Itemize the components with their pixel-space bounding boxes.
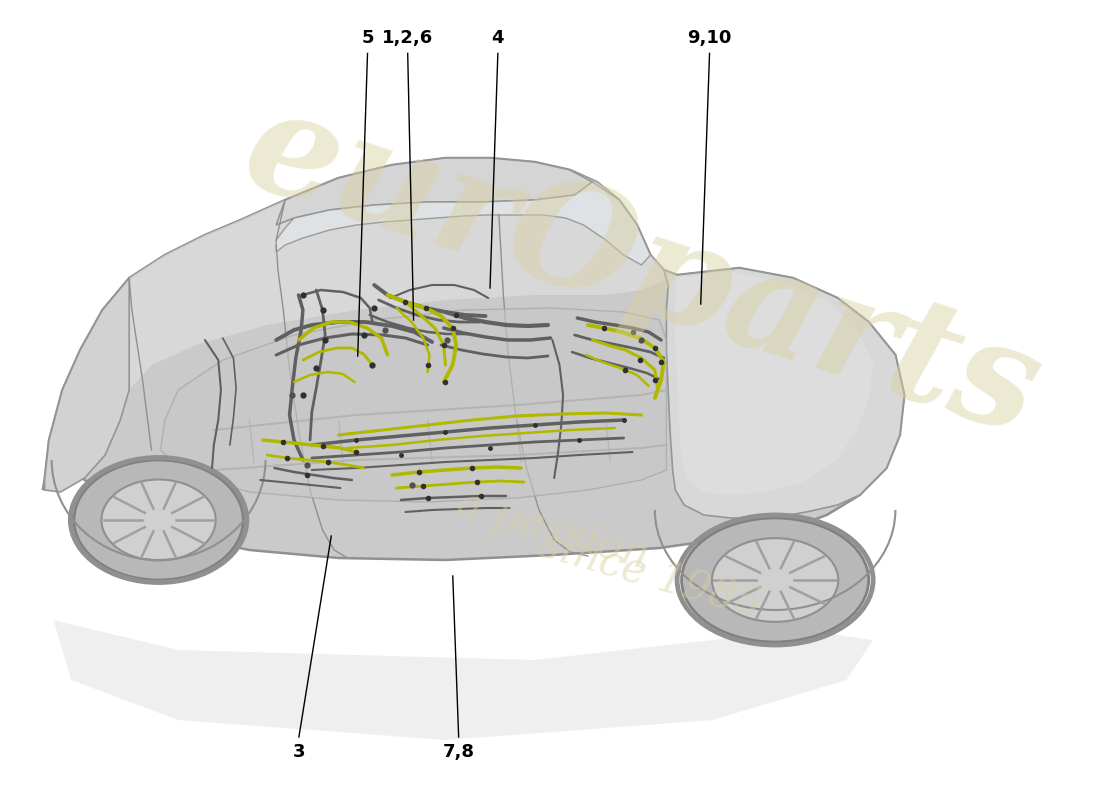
Ellipse shape <box>74 460 243 580</box>
Polygon shape <box>129 158 678 390</box>
Polygon shape <box>276 158 593 225</box>
Ellipse shape <box>101 479 216 561</box>
Polygon shape <box>54 620 873 740</box>
Text: 3: 3 <box>293 743 305 761</box>
Text: 1,2,6: 1,2,6 <box>382 30 433 47</box>
Text: since 1985: since 1985 <box>535 523 766 626</box>
Ellipse shape <box>682 518 869 642</box>
Polygon shape <box>161 308 667 502</box>
Polygon shape <box>675 272 873 495</box>
Polygon shape <box>43 158 904 560</box>
Ellipse shape <box>712 538 838 622</box>
Text: 5: 5 <box>361 30 374 47</box>
Polygon shape <box>276 182 650 265</box>
Text: a passion: a passion <box>452 482 653 578</box>
Text: 4: 4 <box>492 30 504 47</box>
Polygon shape <box>663 268 904 518</box>
Text: eurOparts: eurOparts <box>227 75 1056 465</box>
Text: 7,8: 7,8 <box>442 743 475 761</box>
Polygon shape <box>44 278 129 492</box>
Text: 9,10: 9,10 <box>688 30 732 47</box>
